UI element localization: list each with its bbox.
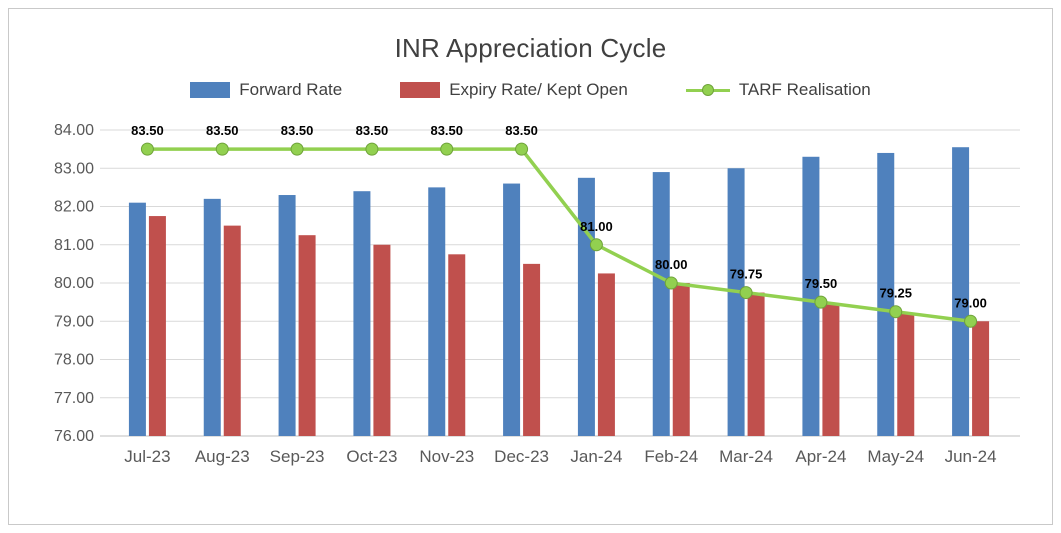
chart-card: INR Appreciation Cycle Forward Rate Expi… xyxy=(8,8,1053,525)
bar-expiry-rate-Oct-23 xyxy=(373,244,391,436)
tarf-data-label-Nov-23: 83.50 xyxy=(430,123,463,138)
tarf-marker-Aug-23 xyxy=(215,142,229,156)
bar-forward-rate-Nov-23 xyxy=(428,187,446,436)
legend-label-expiry-rate: Expiry Rate/ Kept Open xyxy=(449,80,628,99)
y-tick-label: 82.00 xyxy=(54,199,94,216)
bar-expiry-rate-Sep-23 xyxy=(298,235,316,436)
tarf-data-label-May-24: 79.25 xyxy=(879,286,912,301)
bar-forward-rate-Jun-24 xyxy=(952,147,970,436)
tarf-marker-Nov-23 xyxy=(440,142,454,156)
tarf-data-label-Jan-24: 81.00 xyxy=(580,219,613,234)
chart-title: INR Appreciation Cycle xyxy=(394,33,667,63)
tarf-data-label-Oct-23: 83.50 xyxy=(356,123,389,138)
tarf-realisation-line xyxy=(145,147,973,323)
tarf-data-label-Apr-24: 79.50 xyxy=(805,276,838,291)
bar-expiry-rate-Jun-24 xyxy=(972,321,990,436)
bar-forward-rate-Jul-23 xyxy=(128,202,146,436)
bar-forward-rate-Jan-24 xyxy=(577,177,595,436)
bar-expiry-rate-Jul-23 xyxy=(148,216,166,436)
tarf-line-swatch xyxy=(685,82,730,98)
forward-rate-swatch xyxy=(190,82,231,98)
tarf-data-label-Aug-23: 83.50 xyxy=(206,123,239,138)
tarf-marker-sample xyxy=(701,84,714,96)
y-tick-label: 76.00 xyxy=(54,428,94,445)
tarf-data-label-Mar-24: 79.75 xyxy=(730,267,763,282)
x-tick-label: May-24 xyxy=(867,447,924,466)
legend-label-tarf-realisation: TARF Realisation xyxy=(738,80,871,99)
bar-expiry-rate-Aug-23 xyxy=(223,225,241,436)
x-tick-label: Jul-23 xyxy=(124,447,170,466)
x-tick-label: Dec-23 xyxy=(494,447,549,466)
tarf-marker-Sep-23 xyxy=(290,142,304,156)
tarf-marker-May-24 xyxy=(889,305,903,319)
tarf-data-label-Dec-23: 83.50 xyxy=(505,123,538,138)
tarf-marker-Jul-23 xyxy=(140,142,154,156)
x-tick-label: Nov-23 xyxy=(419,447,474,466)
tarf-marker-Feb-24 xyxy=(664,276,678,290)
bar-forward-rate-Sep-23 xyxy=(278,195,296,436)
bar-expiry-rate-Nov-23 xyxy=(448,254,466,436)
legend-item-forward-rate: Forward Rate xyxy=(190,80,342,100)
tarf-data-label-Feb-24: 80.00 xyxy=(655,257,688,272)
bar-forward-rate-Mar-24 xyxy=(727,168,745,436)
x-tick-label: Jun-24 xyxy=(945,447,997,466)
tarf-marker-Oct-23 xyxy=(365,142,379,156)
x-tick-label: Apr-24 xyxy=(795,447,846,466)
x-tick-label: Jan-24 xyxy=(570,447,622,466)
bar-forward-rate-May-24 xyxy=(877,152,895,436)
y-tick-label: 81.00 xyxy=(54,237,94,254)
y-tick-label: 83.00 xyxy=(54,160,94,177)
chart-legend: Forward Rate Expiry Rate/ Kept Open TARF… xyxy=(9,80,1052,100)
bar-forward-rate-Feb-24 xyxy=(652,172,670,436)
y-tick-label: 79.00 xyxy=(54,313,94,330)
tarf-marker-Apr-24 xyxy=(814,295,828,309)
tarf-marker-Mar-24 xyxy=(739,286,753,300)
x-tick-label: Feb-24 xyxy=(644,447,698,466)
bar-forward-rate-Apr-24 xyxy=(802,156,820,436)
bar-expiry-rate-Jan-24 xyxy=(597,273,615,436)
bar-expiry-rate-May-24 xyxy=(897,313,915,436)
tarf-marker-Jan-24 xyxy=(589,238,603,252)
bar-expiry-rate-Feb-24 xyxy=(672,283,690,436)
plot-area: 76.00 77.00 78.00 79.00 80.00 81.00 82.00 83.00… xyxy=(54,122,1020,466)
x-tick-label: Aug-23 xyxy=(195,447,250,466)
y-tick-label: 84.00 xyxy=(54,122,94,139)
tarf-data-label-Sep-23: 83.50 xyxy=(281,123,314,138)
tarf-data-label-Jun-24: 79.00 xyxy=(954,295,987,310)
bar-expiry-rate-Apr-24 xyxy=(822,304,840,436)
x-tick-label: Mar-24 xyxy=(719,447,773,466)
tarf-marker-Dec-23 xyxy=(515,142,529,156)
bar-forward-rate-Oct-23 xyxy=(353,191,371,436)
tarf-marker-Jun-24 xyxy=(964,314,978,328)
bar-expiry-rate-Mar-24 xyxy=(747,292,765,436)
tarf-data-label-Jul-23: 83.50 xyxy=(131,123,164,138)
y-tick-label: 77.00 xyxy=(54,390,94,407)
y-tick-label: 80.00 xyxy=(54,275,94,292)
bar-forward-rate-Dec-23 xyxy=(503,183,521,436)
bar-expiry-rate-Dec-23 xyxy=(523,263,541,436)
legend-item-expiry-rate: Expiry Rate/ Kept Open xyxy=(400,80,628,100)
legend-label-forward-rate: Forward Rate xyxy=(239,80,343,99)
y-tick-label: 78.00 xyxy=(54,352,94,369)
x-tick-label: Sep-23 xyxy=(270,447,325,466)
bar-forward-rate-Aug-23 xyxy=(203,198,221,436)
legend-item-tarf-realisation: TARF Realisation xyxy=(685,80,871,100)
x-tick-label: Oct-23 xyxy=(346,447,397,466)
expiry-rate-swatch xyxy=(400,82,441,98)
